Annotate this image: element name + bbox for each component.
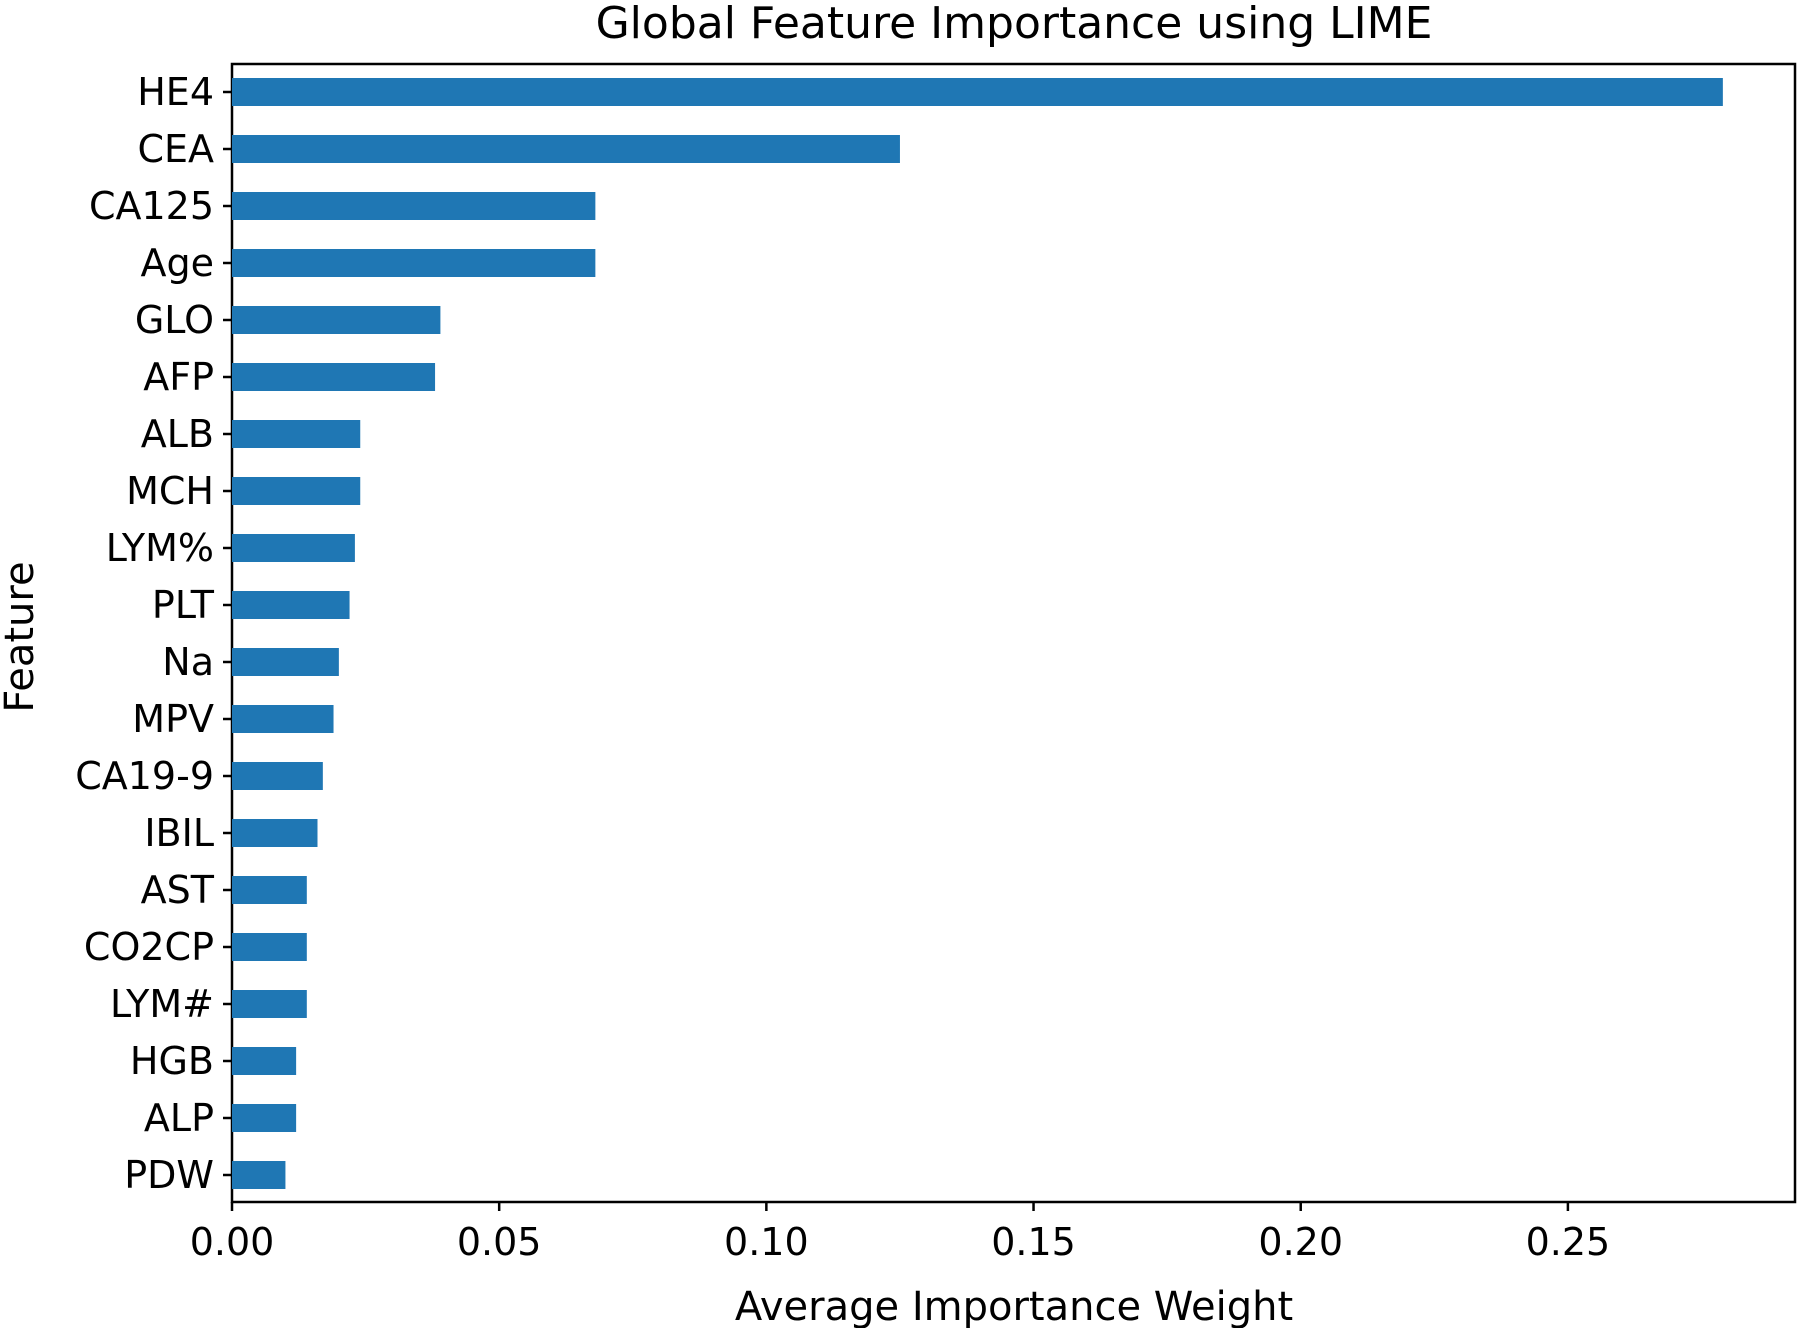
y-tick-label: Na [162,640,214,684]
bar-glo [232,306,441,334]
x-tick-label: 0.05 [457,1220,542,1264]
bar-na [232,648,339,676]
y-tick-label: LYM% [106,526,214,570]
x-axis-label: Average Importance Weight [735,1284,1293,1328]
y-tick-label: LYM# [110,982,214,1026]
y-tick-label: MCH [126,469,214,513]
x-tick-label: 0.15 [991,1220,1076,1264]
bar-ast [232,876,307,904]
bar-ibil [232,819,318,847]
y-tick-label: PDW [124,1153,214,1197]
y-tick-label: CO2CP [84,925,214,969]
y-tick-label: AST [141,868,215,912]
y-tick-label: HE4 [137,70,214,114]
bar-age [232,249,596,277]
x-tick-label: 0.10 [724,1220,809,1264]
bar-afp [232,363,436,391]
y-tick-label: HGB [130,1039,214,1083]
y-tick-label: CEA [137,127,214,171]
y-tick-label: GLO [135,298,214,342]
bar-lym- [232,990,307,1018]
bar-ca19-9 [232,762,323,790]
bar-cea [232,135,900,163]
chart-title: Global Feature Importance using LIME [596,0,1433,49]
bar-lym- [232,534,355,562]
y-axis-label: Feature [0,561,43,712]
bar-plt [232,591,350,619]
bar-mch [232,477,361,505]
bars [232,78,1723,1189]
y-tick-label: CA19-9 [75,754,214,798]
bar-he4 [232,78,1723,106]
bar-pdw [232,1161,286,1189]
y-tick-label: PLT [152,583,215,627]
x-tick-label: 0.25 [1526,1220,1611,1264]
y-tick-label: ALB [141,412,214,456]
x-axis: 0.00 0.05 0.10 0.15 0.20 0.25 [190,1202,1611,1264]
bar-hgb [232,1047,297,1075]
y-tick-label: MPV [132,697,214,741]
y-tick-label: ALP [144,1096,214,1140]
x-tick-label: 0.20 [1258,1220,1343,1264]
y-tick-label: CA125 [89,184,214,228]
y-tick-label: AFP [143,355,214,399]
y-axis: HE4 CEA CA125 Age GLO AFP ALB MCH LYM% PLT Na MPV CA… [75,70,232,1197]
bar-co2cp [232,933,307,961]
bar-mpv [232,705,334,733]
bar-alp [232,1104,297,1132]
plot-area [230,62,1797,1204]
bar-alb [232,420,361,448]
x-tick-label: 0.00 [190,1220,275,1264]
bar-ca125 [232,192,596,220]
y-tick-label: Age [141,241,215,285]
y-tick-label: IBIL [144,811,214,855]
